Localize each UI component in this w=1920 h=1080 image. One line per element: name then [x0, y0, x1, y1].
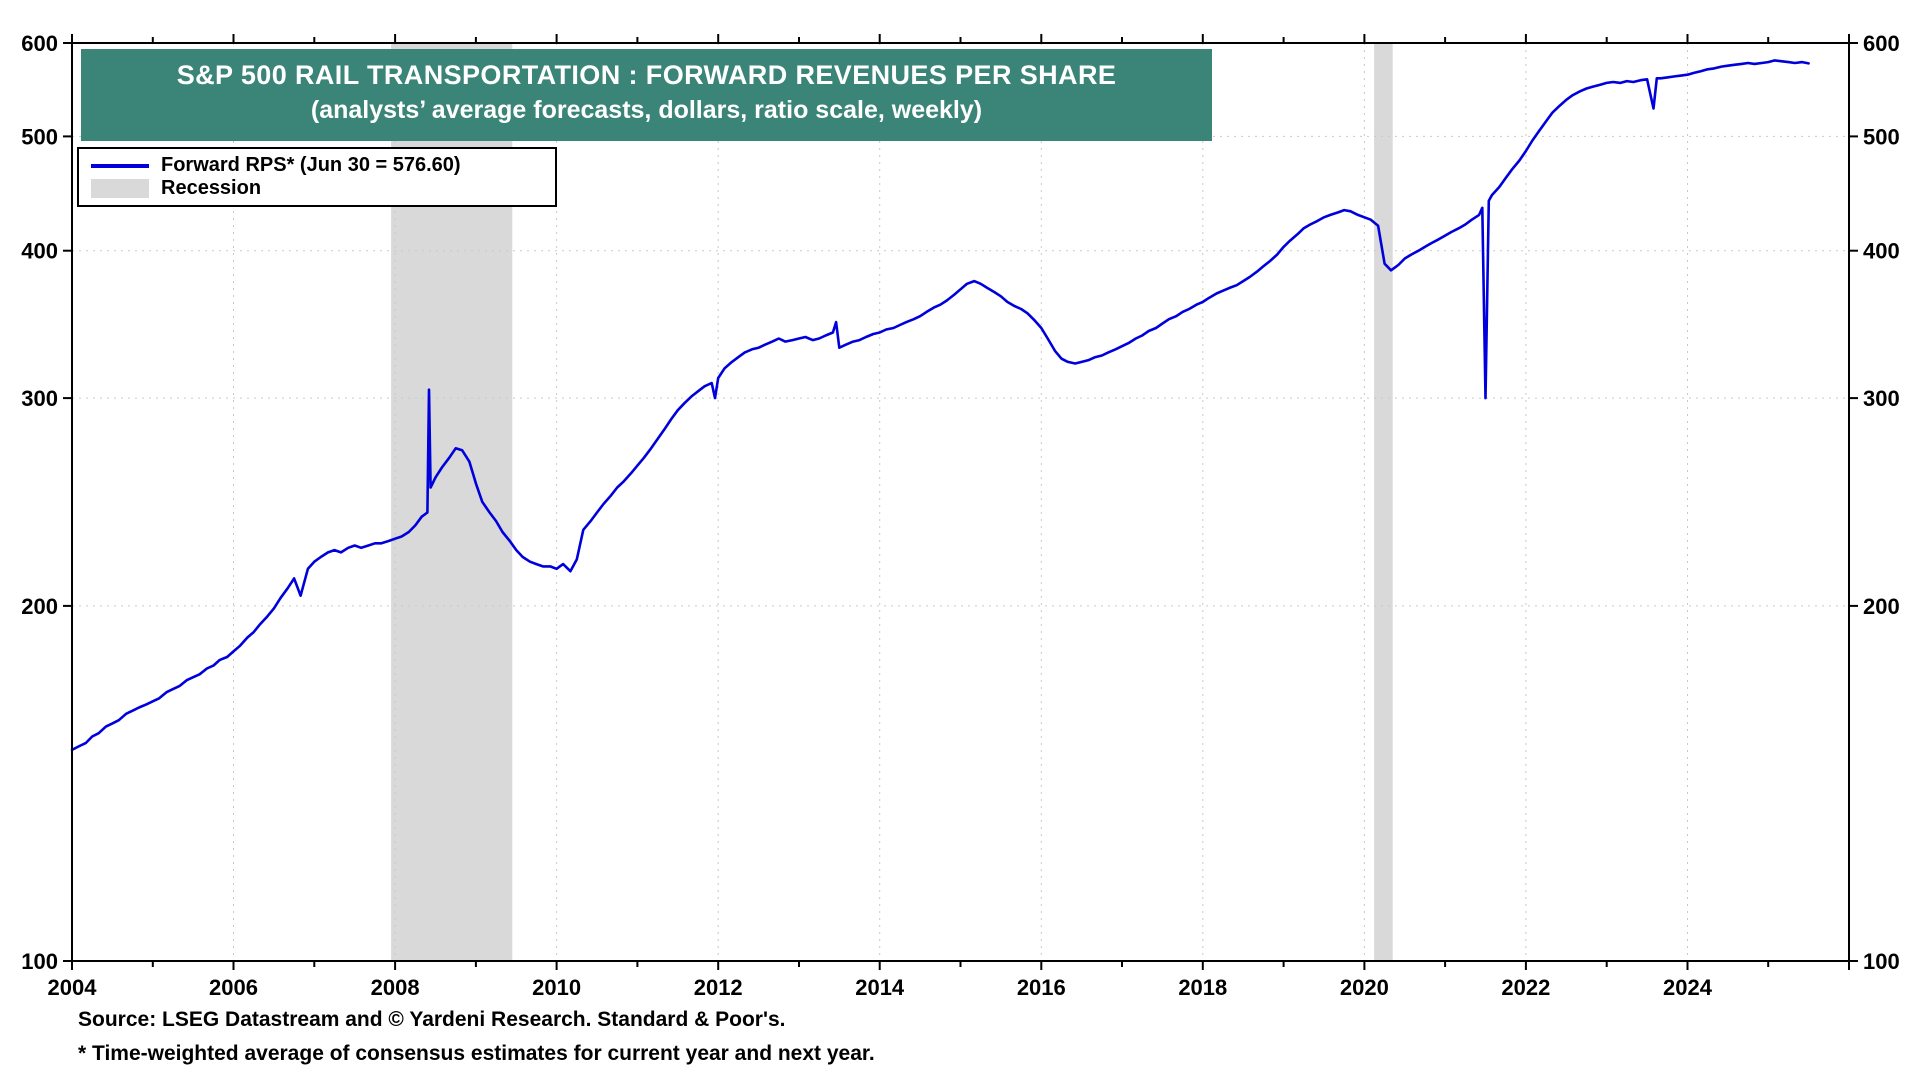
legend-item-recession: Recession: [91, 177, 543, 200]
legend: Forward RPS* (Jun 30 = 576.60) Recession: [77, 147, 557, 207]
series-line-swatch: [91, 163, 149, 168]
x-tick-label: 2014: [855, 975, 905, 1000]
y-axis-labels: 100 100 200 200 300 300 400 400 500 500 600 600: [21, 31, 1899, 974]
chart-title-box: S&P 500 RAIL TRANSPORTATION : FORWARD RE…: [81, 49, 1212, 141]
x-tick-label: 2018: [1178, 975, 1227, 1000]
legend-recession-label: Recession: [161, 177, 262, 199]
y-tick-label-right: 200: [1863, 594, 1900, 619]
y-tick-label-left: 200: [21, 594, 58, 619]
x-tick-label: 2004: [48, 975, 98, 1000]
recession-swatch: [91, 179, 149, 198]
x-tick-label: 2008: [371, 975, 420, 1000]
y-tick-label-left: 500: [21, 124, 58, 149]
y-tick-label-left: 400: [21, 239, 58, 264]
y-tick-label-right: 400: [1863, 239, 1900, 264]
y-tick-label-right: 100: [1863, 949, 1900, 974]
x-tick-label: 2022: [1501, 975, 1550, 1000]
x-tick-label: 2006: [209, 975, 258, 1000]
x-tick-label: 2020: [1340, 975, 1389, 1000]
recession-band: [1374, 43, 1393, 961]
y-tick-label-left: 600: [21, 31, 58, 56]
x-tick-label: 2010: [532, 975, 581, 1000]
y-tick-label-right: 300: [1863, 386, 1900, 411]
legend-item-forward-rps: Forward RPS* (Jun 30 = 576.60): [91, 154, 543, 177]
legend-series-label: Forward RPS* (Jun 30 = 576.60): [161, 154, 461, 176]
y-tick-label-right: 500: [1863, 124, 1900, 149]
x-tick-label: 2012: [694, 975, 743, 1000]
x-axis-labels: 2004 2006 2008 2010 2012 2014 2016 2018 2020 2022…: [48, 975, 1713, 1000]
x-tick-label: 2016: [1017, 975, 1066, 1000]
series-forward-rps-line: [70, 59, 1810, 752]
y-tick-label-left: 100: [21, 949, 58, 974]
x-tick-label: 2024: [1663, 975, 1713, 1000]
y-tick-label-left: 300: [21, 386, 58, 411]
chart-title: S&P 500 RAIL TRANSPORTATION : FORWARD RE…: [176, 60, 1117, 90]
y-tick-label-right: 600: [1863, 31, 1900, 56]
gridlines: [72, 43, 1849, 961]
chart-subtitle: (analysts’ average forecasts, dollars, r…: [310, 96, 983, 124]
source-note: Source: LSEG Datastream and © Yardeni Re…: [78, 1008, 786, 1031]
axis-ticks: [63, 34, 1858, 970]
footnote: * Time-weighted average of consensus est…: [78, 1042, 875, 1065]
